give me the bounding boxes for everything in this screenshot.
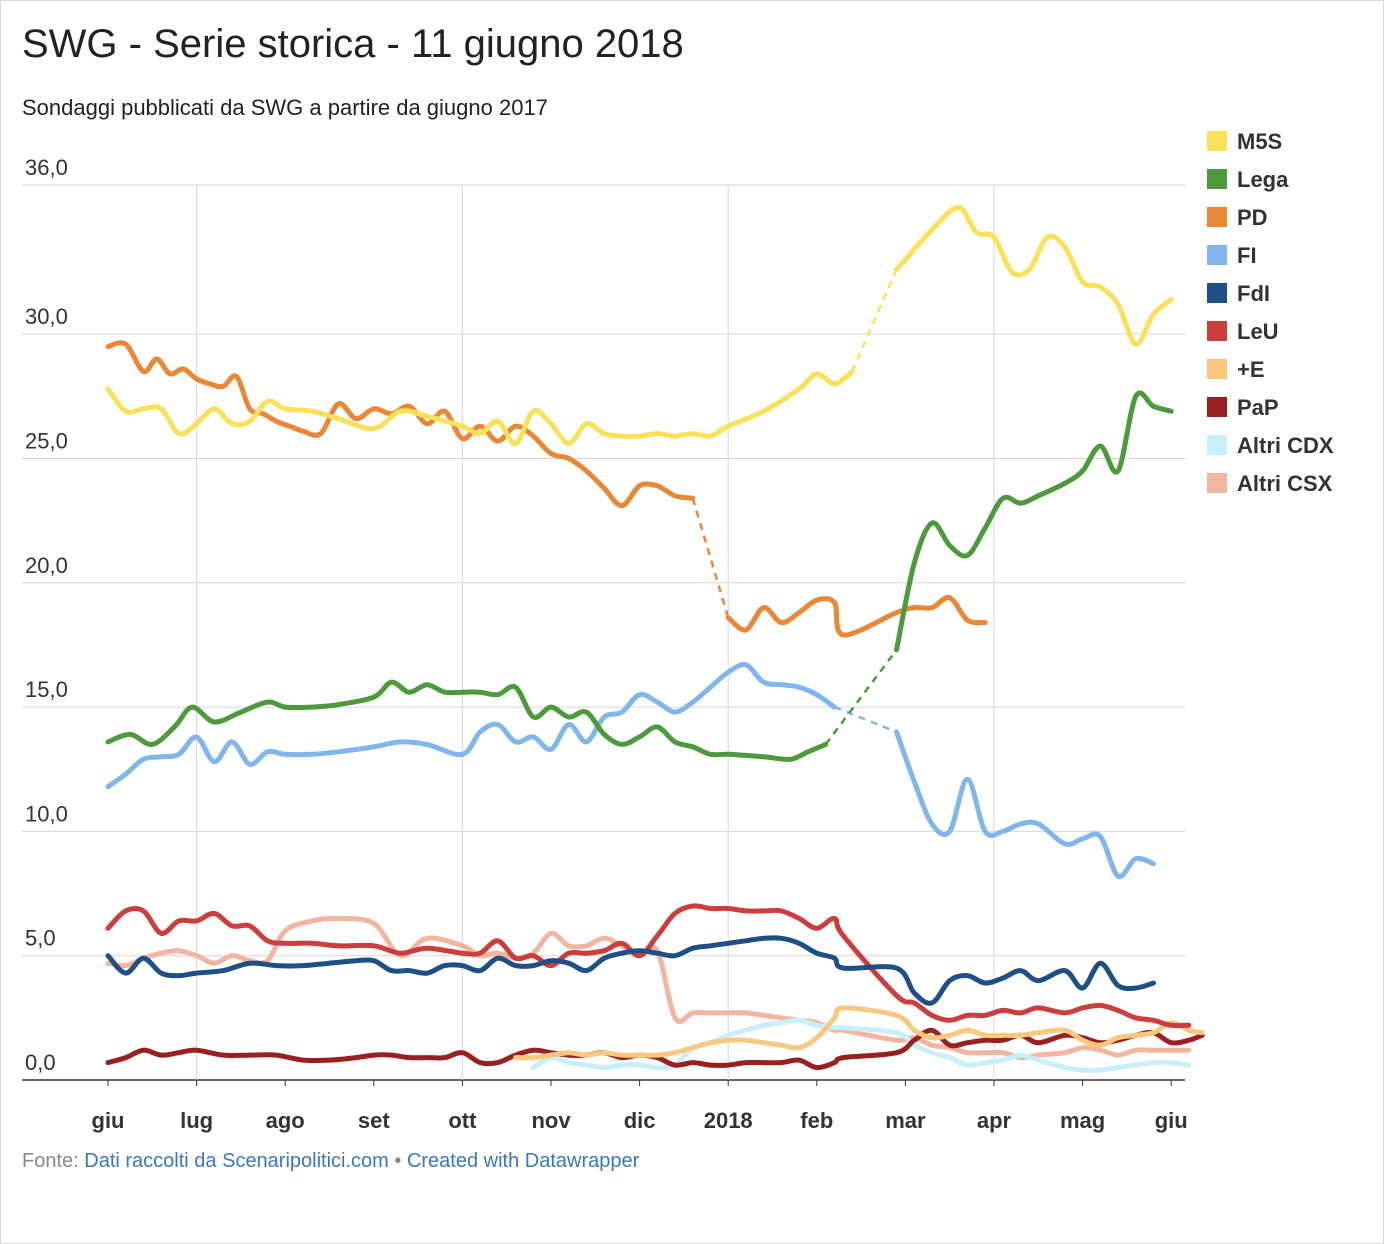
chart-footer: Fonte: Dati raccolti da Scenaripolitici.… [22,1150,639,1173]
legend-label-fi: FI [1237,243,1257,268]
line-chart: 0,0 5,0 10,0 15,0 20,0 25,0 30,0 36,0 giu lug ago s… [22,129,1334,1133]
legend-swatch-pd [1207,207,1227,227]
legend-label-pap: PaP [1237,395,1279,420]
series-line-lega [894,390,1174,653]
y-tick-label: 36,0 [25,155,68,180]
source-link[interactable]: Dati raccolti da Scenaripolitici.com [84,1150,389,1172]
footer-prefix: Fonte: [22,1150,85,1172]
series-line-e [513,1005,1205,1061]
x-tick-label: feb [800,1108,833,1133]
series-gap-fi [834,705,898,734]
legend-swatch-fi [1207,245,1227,265]
y-tick-label: 25,0 [25,428,68,453]
legend-label-pd: PD [1237,205,1268,230]
legend-swatch-e [1207,359,1227,379]
legend-label-altri-csx: Altri CSX [1237,471,1333,496]
x-tick-label: ago [266,1108,305,1133]
series-line-pap [105,1027,1205,1071]
x-tick-label: set [358,1108,390,1133]
legend-label-e: +E [1237,357,1265,382]
legend-label-m5s: M5S [1237,129,1282,154]
x-tick-label: 2018 [704,1108,753,1133]
series-line-altri-cdx [530,1017,1192,1073]
legend-swatch-m5s [1207,131,1227,151]
y-tick-label: 15,0 [25,677,68,702]
legend-swatch-altri-cdx [1207,435,1227,455]
legend-swatch-altri-csx [1207,473,1227,493]
legend-label-leu: LeU [1237,319,1279,344]
y-tick-label: 5,0 [25,926,56,951]
x-tick-label: dic [624,1108,656,1133]
series-line-pd [105,340,696,509]
footer-separator: • [388,1150,407,1172]
y-tick-label: 20,0 [25,553,68,578]
legend-swatch-pap [1207,397,1227,417]
y-tick-label: 0,0 [25,1050,56,1075]
legend-swatch-lega [1207,169,1227,189]
credit-link[interactable]: Created with Datawrapper [406,1150,640,1172]
series-line-lega [105,679,829,762]
legend-label-fdi: FdI [1237,281,1270,306]
series-line-m5s [105,369,855,447]
x-tick-label: lug [180,1108,213,1133]
y-tick-label: 10,0 [25,801,68,826]
x-tick-label: nov [531,1108,571,1133]
series-line-fi [105,662,837,790]
legend-swatch-leu [1207,321,1227,341]
x-tick-label: mar [885,1108,926,1133]
series-line-m5s [894,204,1174,347]
x-tick-label: ott [448,1108,477,1133]
chart-title: SWG - Serie storica - 11 giugno 2018 [22,22,684,66]
series-line-fdi [105,935,1156,1006]
x-tick-label: apr [977,1108,1012,1133]
x-tick-label: giu [92,1108,125,1133]
series-gap-pd [691,497,730,618]
series-line-pd [725,594,988,638]
chart-subtitle: Sondaggi pubblicati da SWG a partire da … [22,95,548,120]
y-tick-label: 30,0 [25,304,68,329]
x-tick-label: giu [1155,1108,1188,1133]
series-line-fi [894,729,1156,880]
legend-swatch-fdi [1207,283,1227,303]
series-gap-m5s [851,269,898,372]
x-tick-label: mag [1060,1108,1105,1133]
series-line-leu [105,903,1192,1029]
series-gap-lega [824,649,898,746]
legend-label-lega: Lega [1237,167,1289,192]
legend-label-altri-cdx: Altri CDX [1237,433,1334,458]
